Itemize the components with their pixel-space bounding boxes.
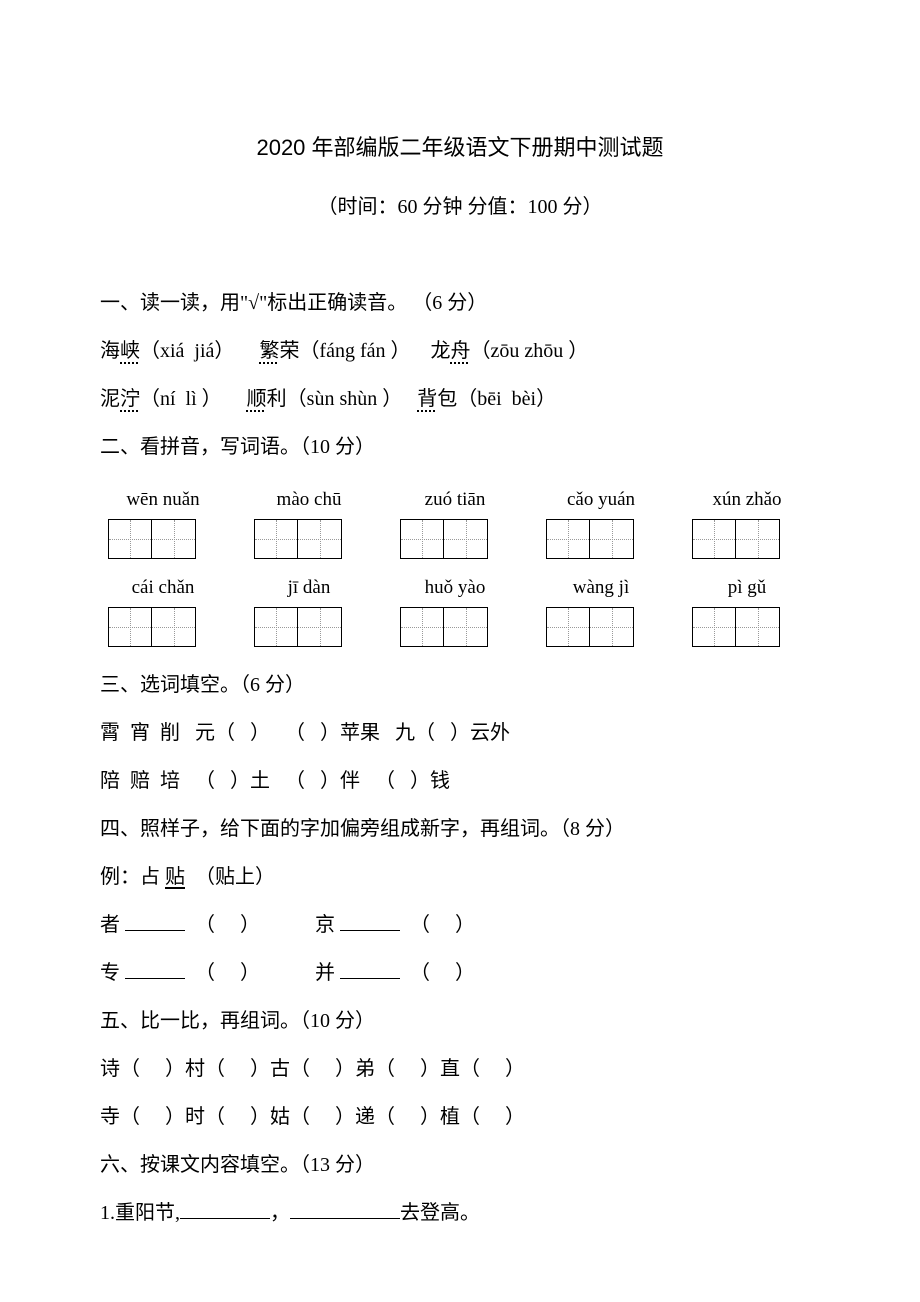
blank-line[interactable] [180, 1198, 270, 1219]
tianzige-pair[interactable] [108, 519, 218, 559]
page-title: 2020 年部编版二年级语文下册期中测试题 [100, 130, 820, 162]
tianzige-pair[interactable] [254, 519, 364, 559]
blank-line[interactable] [125, 910, 185, 931]
pinyin-label: zuó tiān [400, 489, 510, 511]
q6-item1: 1.重阳节,，去登高。 [100, 1189, 820, 1237]
tianzige-pair[interactable] [254, 607, 364, 647]
pinyin-label: cái chǎn [108, 577, 218, 599]
q1-r1c-key: 舟 [451, 340, 471, 362]
q4-row2: 专 （ ） 并 （ ） [100, 949, 820, 997]
blank-line[interactable] [290, 1198, 400, 1219]
q5-line1: 诗（ ）村（ ）古（ ）弟（ ）直（ ） [100, 1045, 820, 1093]
blank-line[interactable] [340, 910, 400, 931]
q4-example: 例：占 贴 （贴上） [100, 853, 820, 901]
q2-box-row2 [108, 607, 820, 647]
tianzige-pair[interactable] [546, 519, 656, 559]
q2-pinyin-row1: wēn nuǎn mào chū zuó tiān cǎo yuán xún z… [108, 489, 820, 511]
q3-line1: 霄 宵 削 元（ ） （ ）苹果 九（ ）云外 [100, 709, 820, 757]
q4-heading: 四、照样子，给下面的字加偏旁组成新字，再组词。（8 分） [100, 805, 820, 853]
pinyin-label: jī dàn [254, 577, 364, 599]
page-subtitle: （时间：60 分钟 分值：100 分） [100, 190, 820, 219]
pinyin-label: xún zhǎo [692, 489, 802, 511]
tianzige-pair[interactable] [108, 607, 218, 647]
q1-r2a-key: 泞 [120, 388, 140, 410]
q4-example-underline: 贴 [165, 866, 185, 888]
q1-r2c-key: 背 [417, 388, 437, 410]
tianzige-pair[interactable] [546, 607, 656, 647]
tianzige-pair[interactable] [400, 519, 510, 559]
q3-line2: 陪 赔 培 （ ）土 （ ）伴 （ ）钱 [100, 757, 820, 805]
tianzige-pair[interactable] [692, 607, 802, 647]
blank-line[interactable] [340, 958, 400, 979]
pinyin-label: mào chū [254, 489, 364, 511]
q1-r2b-key: 顺 [247, 388, 267, 410]
q5-line2: 寺（ ）时（ ）姑（ ）递（ ）植（ ） [100, 1093, 820, 1141]
pinyin-label: pì gǔ [692, 577, 802, 599]
pinyin-label: cǎo yuán [546, 489, 656, 511]
q1-r1b-key: 繁 [259, 340, 279, 362]
q1-row2: 泥泞（ní lì ） 顺利（sùn shùn ） 背包（bēi bèi） [100, 375, 820, 423]
q2-pinyin-row2: cái chǎn jī dàn huǒ yào wàng jì pì gǔ [108, 577, 820, 599]
pinyin-label: huǒ yào [400, 577, 510, 599]
q4-row1: 者 （ ） 京 （ ） [100, 901, 820, 949]
pinyin-label: wàng jì [546, 577, 656, 599]
q3-heading: 三、选词填空。（6 分） [100, 661, 820, 709]
q1-row1: 海峡（xiá jiá） 繁荣（fáng fán ） 龙舟（zōu zhōu ） [100, 327, 820, 375]
blank-line[interactable] [125, 958, 185, 979]
q2-heading: 二、看拼音，写词语。（10 分） [100, 423, 820, 471]
q5-heading: 五、比一比，再组词。（10 分） [100, 997, 820, 1045]
q1-heading: 一、读一读，用"√"标出正确读音。 （6 分） [100, 279, 820, 327]
q1-r1a-key: 峡 [120, 340, 140, 362]
q2-box-row1 [108, 519, 820, 559]
tianzige-pair[interactable] [692, 519, 802, 559]
tianzige-pair[interactable] [400, 607, 510, 647]
q6-heading: 六、按课文内容填空。（13 分） [100, 1141, 820, 1189]
pinyin-label: wēn nuǎn [108, 489, 218, 511]
